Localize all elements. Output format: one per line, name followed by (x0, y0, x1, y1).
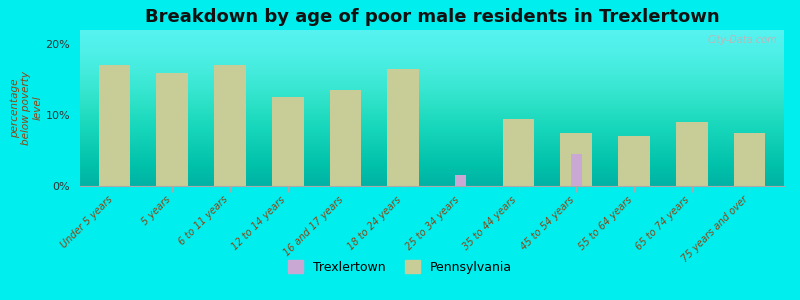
Bar (455, 176, 466, 186)
Title: Breakdown by age of poor male residents in Trexlertown: Breakdown by age of poor male residents … (145, 8, 719, 26)
Bar (734, 133, 766, 186)
Bar (387, 69, 419, 186)
Bar (560, 133, 592, 186)
Bar (502, 118, 534, 186)
Legend: Trexlertown, Pennsylvania: Trexlertown, Pennsylvania (282, 254, 518, 280)
Text: City-Data.com: City-Data.com (707, 35, 777, 45)
Bar (272, 98, 304, 186)
Bar (330, 90, 362, 186)
Y-axis label: percentage
below poverty
level: percentage below poverty level (10, 71, 42, 145)
Bar (98, 65, 130, 186)
Bar (618, 136, 650, 186)
Bar (676, 122, 707, 186)
Bar (157, 73, 188, 186)
Bar (214, 65, 246, 186)
Bar (570, 154, 582, 186)
